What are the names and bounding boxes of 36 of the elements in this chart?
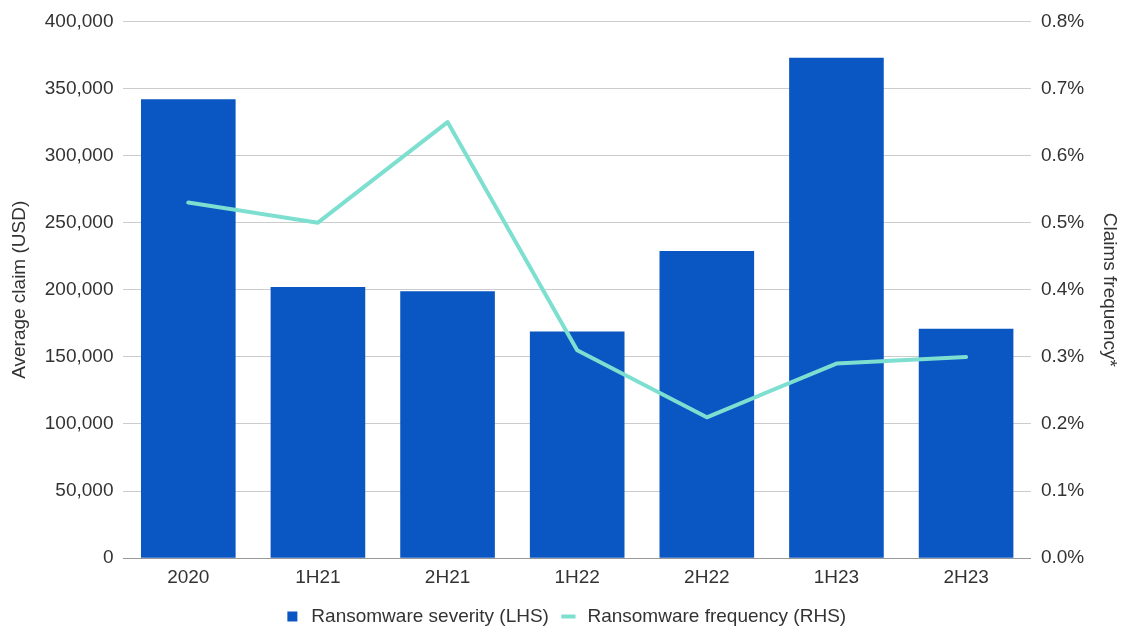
bar bbox=[659, 250, 755, 558]
y2-tick-label: 0.3% bbox=[1040, 345, 1085, 367]
y2-tick-label: 0.4% bbox=[1040, 278, 1085, 300]
x-tick-label: 2H22 bbox=[684, 565, 730, 587]
y-tick-label: 300,000 bbox=[44, 143, 114, 165]
y2-tick-label: 0.0% bbox=[1040, 546, 1085, 568]
y2-tick-label: 0.5% bbox=[1040, 210, 1085, 232]
y-tick-label: 250,000 bbox=[44, 210, 114, 232]
bar bbox=[140, 99, 236, 558]
x-tick-label: 1H21 bbox=[295, 565, 341, 587]
y2-tick-label: 0.2% bbox=[1040, 412, 1085, 434]
bar bbox=[529, 331, 625, 558]
x-tick-label: 1H23 bbox=[813, 565, 860, 587]
x-tick-label: 2H23 bbox=[943, 565, 989, 587]
x-tick-label: 2H21 bbox=[424, 565, 471, 587]
bar bbox=[789, 57, 884, 558]
y-tick-label: 150,000 bbox=[44, 345, 114, 367]
y2-axis-title: Claims frequency* bbox=[1100, 212, 1122, 368]
y-tick-label: 350,000 bbox=[44, 76, 114, 98]
y-tick-label: 100,000 bbox=[44, 412, 114, 434]
bar bbox=[270, 287, 366, 558]
y2-tick-label: 0.7% bbox=[1040, 76, 1085, 98]
bar bbox=[400, 291, 495, 558]
y2-tick-label: 0.6% bbox=[1040, 143, 1085, 165]
y-tick-label: 200,000 bbox=[44, 278, 114, 300]
legend-label: Ransomware severity (LHS) bbox=[311, 604, 549, 626]
x-tick-label: 1H22 bbox=[554, 565, 600, 587]
x-tick-label: 2020 bbox=[167, 565, 210, 587]
y-axis-title: Average claim (USD) bbox=[7, 200, 29, 379]
bar bbox=[918, 328, 1014, 558]
y2-tick-label: 0.8% bbox=[1040, 9, 1085, 31]
y2-tick-label: 0.1% bbox=[1040, 479, 1085, 501]
y-tick-label: 50,000 bbox=[55, 479, 114, 501]
legend-label: Ransomware frequency (RHS) bbox=[587, 604, 847, 626]
y-tick-label: 400,000 bbox=[44, 9, 114, 31]
y-tick-label: 0 bbox=[102, 546, 114, 568]
